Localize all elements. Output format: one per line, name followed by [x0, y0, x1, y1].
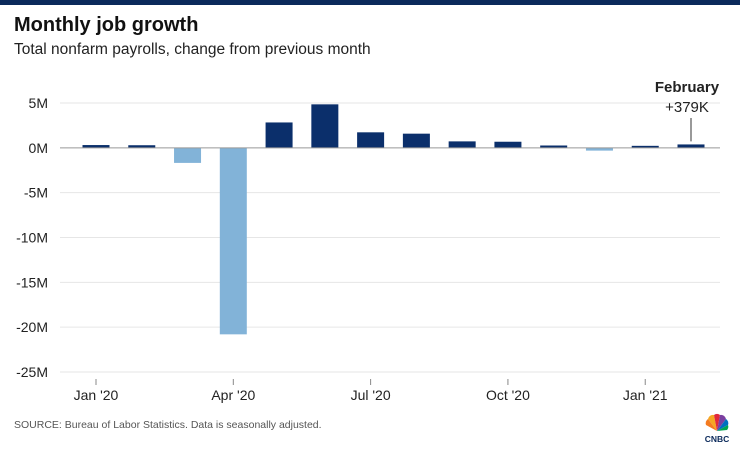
- y-tick-label: 0M: [29, 140, 48, 156]
- y-tick-label: -5M: [24, 185, 48, 201]
- top-accent-bar: [0, 0, 740, 5]
- y-tick-label: -15M: [16, 274, 48, 290]
- grid-lines: [60, 102, 720, 373]
- bar: [128, 145, 156, 148]
- bar: [219, 147, 247, 335]
- chart-title: Monthly job growth: [14, 14, 199, 36]
- bar: [402, 133, 430, 148]
- bar: [174, 147, 202, 163]
- logo-text: CNBC: [705, 434, 730, 444]
- x-tick-label: Jan '21: [623, 387, 668, 403]
- x-axis-ticks: Jan '20 Apr '20 Jul '20 Oct '20 Jan '21: [74, 379, 668, 403]
- bar: [494, 141, 522, 148]
- y-tick-label: -10M: [16, 230, 48, 246]
- bar: [311, 104, 339, 148]
- bar: [357, 132, 385, 148]
- source-note: SOURCE: Bureau of Labor Statistics. Data…: [14, 419, 322, 431]
- annotation-value: +379K: [665, 99, 709, 116]
- cnbc-peacock-logo-icon: CNBC: [705, 414, 730, 444]
- y-axis-tick-labels: 5M 0M -5M -10M -15M -20M -25M: [16, 95, 48, 380]
- bar: [82, 145, 110, 148]
- y-tick-label: -25M: [16, 364, 48, 380]
- chart-subtitle: Total nonfarm payrolls, change from prev…: [14, 41, 371, 58]
- bar: [585, 147, 613, 151]
- bar: [265, 122, 293, 148]
- bar: [540, 145, 568, 148]
- y-tick-label: -20M: [16, 319, 48, 335]
- bars: [82, 104, 705, 335]
- y-tick-label: 5M: [29, 95, 48, 111]
- x-tick-label: Oct '20: [486, 387, 530, 403]
- bar: [448, 141, 476, 148]
- bar: [631, 145, 659, 148]
- x-tick-label: Apr '20: [211, 387, 255, 403]
- x-tick-label: Jul '20: [351, 387, 391, 403]
- annotation-group: February +379K: [655, 79, 720, 142]
- x-tick-label: Jan '20: [74, 387, 119, 403]
- bar: [677, 144, 705, 148]
- annotation-title: February: [655, 79, 720, 96]
